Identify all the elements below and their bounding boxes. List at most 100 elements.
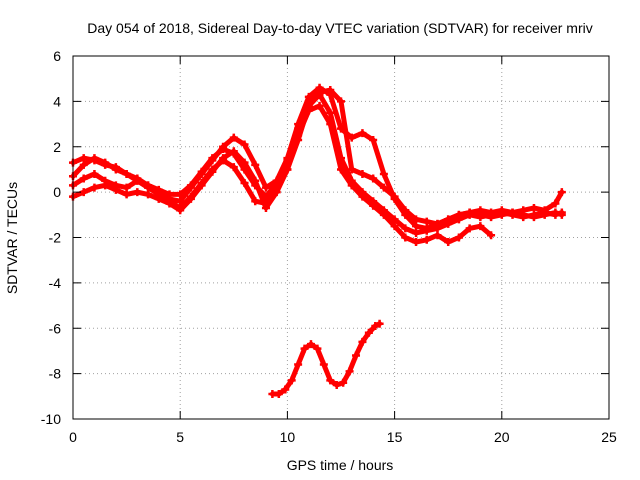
data-point [79, 174, 88, 183]
data-point [315, 101, 324, 110]
data-point [294, 131, 303, 140]
data-point [487, 231, 496, 240]
data-point [369, 135, 378, 144]
data-point [90, 156, 99, 165]
data-point [412, 238, 421, 247]
series-line [70, 103, 494, 245]
data-point [347, 181, 356, 190]
data-point [401, 206, 410, 215]
data-point [111, 185, 120, 194]
data-point [326, 108, 335, 117]
x-tick-label: 25 [601, 429, 617, 445]
x-tick-label: 20 [494, 429, 510, 445]
data-point [261, 204, 270, 213]
data-point [454, 233, 463, 242]
data-point [476, 213, 485, 222]
data-point [274, 390, 283, 399]
data-point [358, 192, 367, 201]
y-tick-label: 4 [53, 93, 61, 109]
data-point [337, 165, 345, 174]
data-point [422, 226, 431, 235]
data-point [306, 340, 315, 349]
data-point [358, 337, 367, 346]
data-point [186, 181, 195, 190]
series-line [269, 321, 383, 397]
data-point [304, 106, 313, 115]
data-point [339, 378, 348, 387]
data-point [186, 194, 195, 203]
data-point [240, 158, 249, 167]
data-point [144, 183, 153, 192]
data-point [352, 351, 361, 360]
data-point [79, 188, 88, 197]
data-point [379, 169, 388, 178]
data-point [529, 204, 538, 213]
series-track-5 [268, 319, 384, 399]
data-point [219, 145, 228, 154]
data-point [165, 190, 174, 199]
data-point [465, 224, 474, 233]
data-point [326, 86, 335, 95]
data-point [300, 344, 309, 353]
data-point [197, 167, 206, 176]
data-point [345, 367, 354, 376]
tick-labels: 0 5 10 15 20 25 -10 -8 -6 -4 -2 0 2 4 6 [41, 48, 617, 445]
data-point [240, 179, 249, 188]
data-point [508, 210, 517, 219]
data-point [375, 319, 384, 328]
series-line [70, 87, 565, 227]
data-point [176, 197, 185, 206]
data-point [557, 208, 566, 217]
data-point [154, 194, 163, 203]
data-point [454, 215, 463, 224]
data-point [337, 97, 345, 106]
series-layer [69, 83, 566, 399]
data-point [401, 233, 410, 242]
chart-title: Day 054 of 2018, Sidereal Day-to-day VTE… [87, 20, 592, 36]
data-point [412, 215, 421, 224]
data-point [251, 160, 260, 169]
data-point [251, 197, 260, 206]
data-point [412, 228, 421, 237]
data-point [379, 183, 388, 192]
data-point [251, 176, 260, 185]
y-tick-label: -10 [41, 411, 61, 427]
data-point [319, 360, 328, 369]
x-axis-label: GPS time / hours [287, 457, 394, 473]
data-point [487, 210, 496, 219]
data-point [332, 380, 341, 389]
data-point [133, 176, 142, 185]
data-point [287, 376, 296, 385]
data-point [401, 224, 410, 233]
data-point [379, 210, 388, 219]
axis-ticks [72, 55, 610, 420]
data-point [326, 376, 335, 385]
data-point [165, 199, 174, 208]
x-tick-label: 5 [176, 429, 184, 445]
data-point [465, 210, 474, 219]
data-point [390, 222, 399, 231]
data-point [551, 199, 560, 208]
data-point [557, 188, 566, 197]
data-point [444, 219, 453, 228]
y-tick-label: -2 [49, 230, 62, 246]
data-point [272, 188, 281, 197]
data-point [122, 169, 131, 178]
data-point [326, 120, 335, 129]
data-point [497, 208, 506, 217]
y-axis-label: SDTVAR / TECUs [4, 182, 20, 294]
y-tick-label: -6 [49, 320, 62, 336]
data-point [229, 163, 238, 172]
data-point [122, 190, 131, 199]
data-point [79, 160, 88, 169]
data-point [444, 238, 453, 247]
data-point [313, 344, 322, 353]
data-point [551, 210, 560, 219]
data-point [433, 231, 442, 240]
data-point [101, 160, 110, 169]
data-point [540, 208, 549, 217]
data-point [208, 154, 217, 163]
data-point [283, 165, 292, 174]
y-tick-label: -8 [49, 366, 62, 382]
series-track-4 [69, 101, 496, 247]
